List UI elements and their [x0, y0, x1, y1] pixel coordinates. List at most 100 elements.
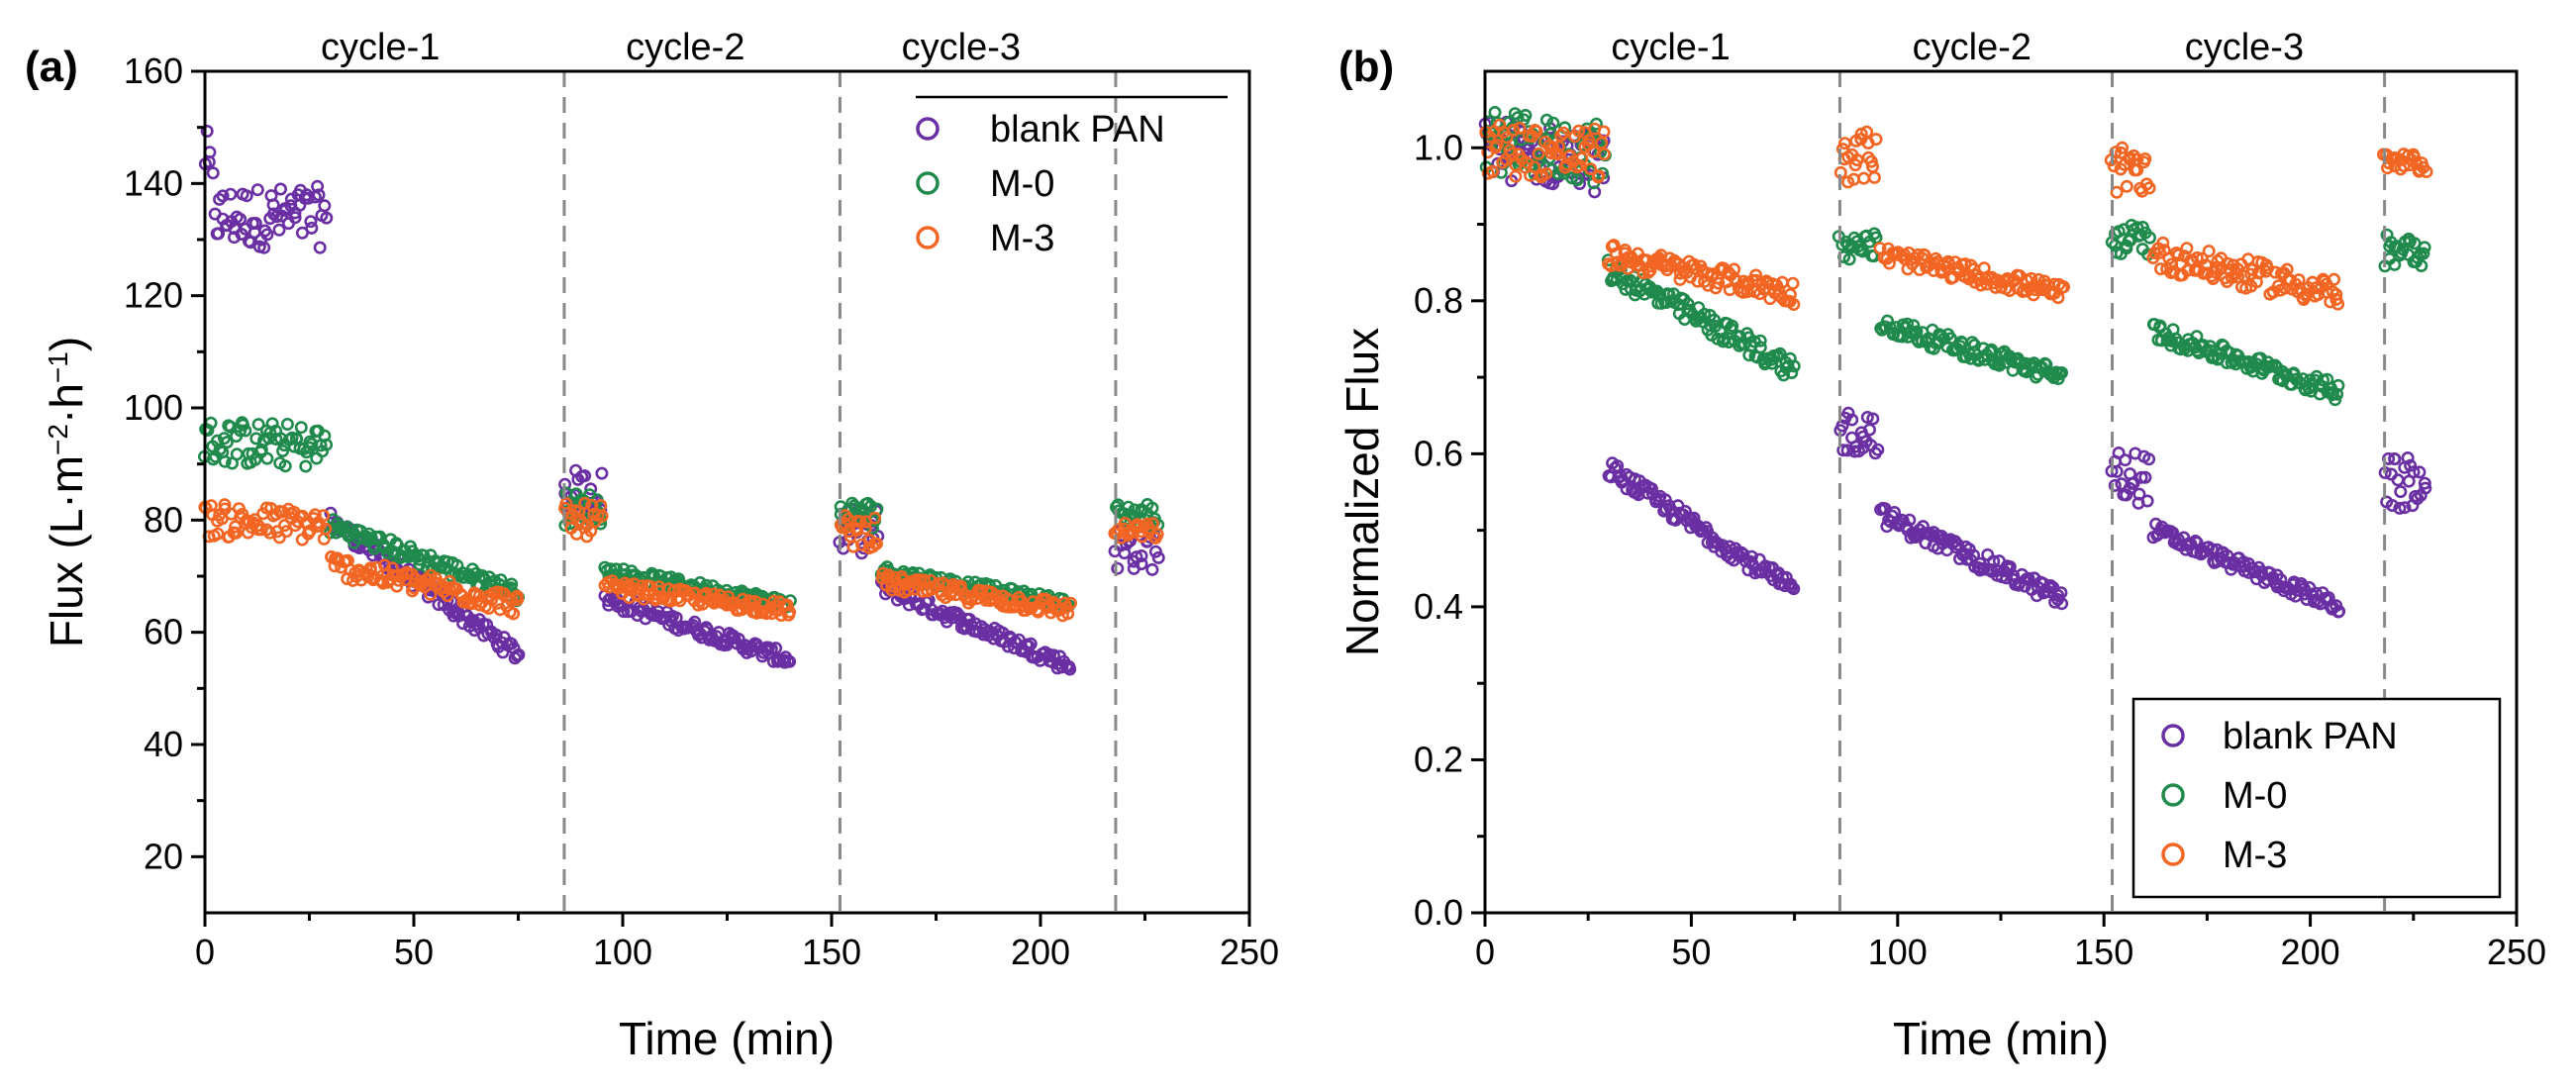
- data-point: [2331, 378, 2345, 392]
- data-point: [269, 210, 283, 224]
- data-point: [303, 435, 317, 448]
- dividers-a: [562, 71, 1118, 913]
- data-point: [888, 570, 902, 584]
- data-point: [317, 532, 331, 546]
- data-point: [1729, 274, 1742, 288]
- data-point: [1916, 520, 1930, 534]
- legend-label: blank PAN: [2223, 716, 2398, 757]
- data-point: [201, 423, 215, 437]
- data-point: [869, 537, 883, 550]
- data-point: [1786, 276, 1800, 290]
- data-point: [2190, 250, 2204, 264]
- data-point: [1964, 351, 1978, 365]
- data-point: [858, 522, 872, 536]
- legend-marker: [2161, 783, 2185, 807]
- data-point: [2413, 465, 2427, 479]
- data-point: [318, 199, 332, 213]
- data-point: [2055, 597, 2069, 611]
- y-tick-label: 120: [124, 275, 183, 316]
- cycle-label: cycle-1: [1611, 27, 1730, 68]
- data-point: [595, 509, 609, 523]
- y-tick-label: 160: [124, 50, 183, 91]
- markers-a: [198, 125, 1165, 676]
- data-point: [234, 212, 248, 226]
- data-point: [2411, 492, 2425, 506]
- data-point: [1866, 412, 1880, 426]
- data-point: [511, 592, 525, 606]
- x-axis-title-a: Time (min): [619, 1013, 835, 1064]
- data-point: [2295, 579, 2309, 593]
- cycle-label: cycle-2: [626, 27, 744, 68]
- x-tick-label: 250: [2487, 932, 2546, 972]
- data-point: [1867, 170, 1881, 184]
- data-point: [1135, 548, 1148, 562]
- legend-b: blank PAN M-0 M-3: [2131, 697, 2502, 899]
- data-point: [1726, 319, 1739, 333]
- data-point: [1111, 561, 1125, 575]
- data-point: [218, 498, 232, 512]
- data-point: [1787, 297, 1801, 311]
- data-point: [1135, 557, 1148, 571]
- data-point: [1573, 158, 1587, 172]
- data-point: [1554, 129, 1568, 143]
- data-point: [305, 221, 319, 235]
- legend-marker: [916, 117, 940, 141]
- data-point: [1708, 313, 1722, 327]
- data-point: [2237, 269, 2251, 283]
- data-point: [218, 454, 232, 468]
- data-point: [1993, 358, 2007, 372]
- y-axis-title-b: Normalized Flux: [1337, 328, 1388, 656]
- data-point: [1869, 231, 1883, 245]
- data-point: [317, 509, 331, 523]
- data-point: [2393, 501, 2407, 515]
- cycle-label: cycle-3: [2185, 27, 2304, 68]
- legend-label: M-3: [2223, 835, 2287, 876]
- data-point: [2404, 458, 2418, 472]
- legend-marker: [2161, 843, 2185, 866]
- data-point: [1539, 113, 1553, 127]
- y-tick-label: 1.0: [1414, 127, 1463, 167]
- data-point: [2419, 481, 2432, 495]
- data-point: [1869, 133, 1883, 147]
- y-tick-label: 40: [144, 724, 183, 764]
- data-point: [1907, 319, 1921, 333]
- data-point: [320, 211, 334, 225]
- legend-marker: [916, 226, 940, 249]
- data-point: [1722, 335, 1735, 348]
- data-point: [1572, 124, 1586, 138]
- cycle-labels-a: cycle-1 cycle-2 cycle-3: [321, 27, 1021, 68]
- data-point: [1519, 109, 1533, 123]
- data-point: [2385, 498, 2399, 512]
- data-point: [1881, 314, 1895, 328]
- data-point: [2055, 365, 2069, 379]
- legend-label: M-0: [2223, 775, 2287, 817]
- data-point: [2132, 487, 2146, 501]
- data-point: [1903, 326, 1917, 340]
- data-point: [213, 192, 227, 206]
- data-point: [1146, 517, 1160, 531]
- data-point: [1753, 334, 1767, 347]
- data-point: [2156, 236, 2170, 249]
- data-point: [2268, 265, 2282, 279]
- data-point: [250, 183, 264, 197]
- data-point: [868, 511, 882, 525]
- legend-marker: [916, 171, 940, 195]
- data-point: [1744, 549, 1758, 563]
- data-point: [1888, 505, 1902, 519]
- y-tick-label: 60: [144, 612, 183, 652]
- data-point: [2330, 387, 2344, 401]
- data-point: [783, 654, 797, 668]
- data-point: [953, 579, 967, 593]
- data-point: [320, 438, 334, 451]
- x-tick-label: 150: [2074, 932, 2133, 972]
- data-point: [1863, 423, 1877, 437]
- data-point: [269, 432, 283, 446]
- data-point: [1063, 662, 1077, 676]
- data-point: [280, 417, 294, 431]
- data-point: [1486, 164, 1500, 178]
- y-axis-title-a: Flux (L·m−2·h−1): [41, 337, 92, 647]
- x-tick-label: 100: [1868, 932, 1928, 972]
- x-tick-label: 200: [2281, 932, 2340, 972]
- data-point: [206, 166, 220, 180]
